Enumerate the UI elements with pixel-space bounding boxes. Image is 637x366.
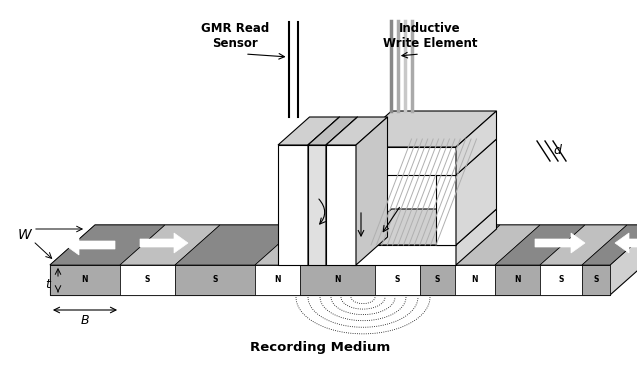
Polygon shape [278, 145, 308, 265]
Polygon shape [375, 265, 420, 295]
Text: N: N [334, 276, 341, 284]
Polygon shape [65, 235, 115, 255]
Polygon shape [50, 265, 610, 295]
Polygon shape [255, 225, 345, 265]
Polygon shape [455, 265, 495, 295]
Polygon shape [300, 225, 420, 265]
Polygon shape [326, 145, 356, 265]
Polygon shape [436, 175, 456, 245]
Text: S: S [593, 276, 599, 284]
Text: Inductive
Write Element: Inductive Write Element [383, 22, 477, 50]
Polygon shape [582, 225, 637, 265]
Polygon shape [456, 111, 496, 175]
Polygon shape [326, 117, 357, 265]
Polygon shape [456, 139, 496, 245]
Polygon shape [356, 117, 387, 265]
Polygon shape [615, 233, 637, 253]
Polygon shape [420, 225, 500, 265]
Polygon shape [175, 225, 300, 265]
Text: B: B [81, 314, 89, 326]
Polygon shape [420, 265, 455, 295]
Polygon shape [351, 209, 496, 245]
Polygon shape [375, 225, 465, 265]
Text: N: N [472, 276, 478, 284]
Polygon shape [582, 265, 610, 295]
Polygon shape [308, 117, 340, 265]
Polygon shape [540, 265, 582, 295]
Polygon shape [308, 145, 326, 265]
Text: d: d [553, 145, 561, 157]
Text: S: S [145, 276, 150, 284]
Text: N: N [82, 276, 89, 284]
Polygon shape [456, 209, 496, 265]
Text: S: S [212, 276, 218, 284]
Polygon shape [308, 117, 357, 145]
Text: S: S [558, 276, 564, 284]
Polygon shape [495, 225, 585, 265]
Polygon shape [495, 265, 540, 295]
Polygon shape [175, 265, 255, 295]
Polygon shape [255, 265, 300, 295]
Text: N: N [514, 276, 521, 284]
Polygon shape [351, 175, 371, 245]
Polygon shape [455, 225, 540, 265]
Polygon shape [540, 225, 627, 265]
Polygon shape [50, 225, 165, 265]
Polygon shape [326, 117, 387, 145]
Text: W: W [18, 228, 32, 242]
Text: S: S [395, 276, 400, 284]
Polygon shape [351, 147, 456, 175]
Polygon shape [300, 265, 375, 295]
Polygon shape [535, 233, 585, 253]
Polygon shape [50, 225, 637, 265]
Polygon shape [120, 265, 175, 295]
Text: S: S [435, 276, 440, 284]
Polygon shape [278, 117, 340, 145]
Polygon shape [50, 265, 120, 295]
Text: N: N [275, 276, 281, 284]
Text: t: t [46, 277, 50, 291]
Polygon shape [351, 245, 456, 265]
Polygon shape [120, 225, 220, 265]
Text: Recording Medium: Recording Medium [250, 341, 390, 355]
Polygon shape [351, 139, 412, 175]
Text: GMR Read
Sensor: GMR Read Sensor [201, 22, 269, 50]
Polygon shape [610, 225, 637, 295]
Polygon shape [351, 111, 496, 147]
Polygon shape [140, 233, 188, 253]
